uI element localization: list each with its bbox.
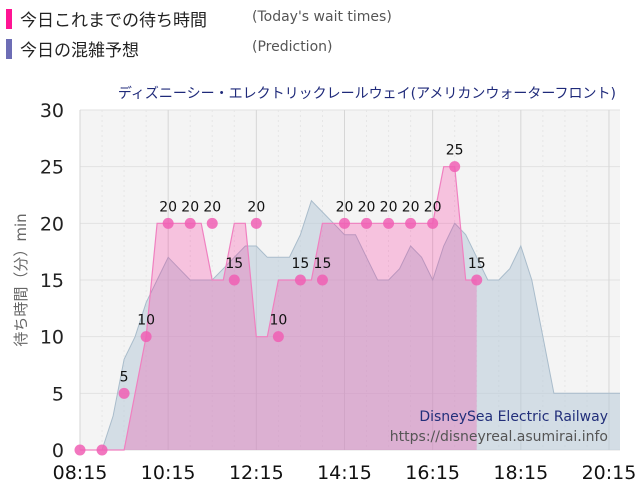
actual-point-15: [405, 217, 417, 229]
y-tick-1: 5: [52, 383, 64, 405]
legend-actual: 今日これまでの待ち時間 (Today's wait times): [0, 6, 640, 31]
point-label-6: 20: [247, 199, 265, 215]
point-label-5: 15: [225, 256, 243, 272]
point-label-10: 20: [336, 199, 354, 215]
watermark-title: DisneySea Electric Railway: [419, 409, 608, 425]
series-prediction-area: [80, 200, 620, 450]
x-tick-3: 14:15: [317, 462, 372, 484]
point-label-11: 20: [358, 199, 376, 215]
point-label-8: 15: [291, 256, 309, 272]
point-label-9: 15: [314, 256, 332, 272]
actual-point-14: [383, 217, 395, 229]
actual-point-18: [471, 274, 483, 286]
actual-point-6: [206, 217, 218, 229]
series-actual-area: [80, 166, 477, 450]
point-label-15: 25: [446, 143, 464, 159]
point-label-16: 15: [468, 256, 486, 272]
y-tick-6: 30: [40, 100, 64, 122]
legend-prediction-sublabel: (Prediction): [252, 39, 333, 55]
actual-point-5: [184, 217, 196, 229]
actual-point-11: [316, 274, 328, 286]
actual-point-16: [427, 217, 439, 229]
legend-actual-swatch: [6, 9, 12, 29]
point-label-4: 20: [203, 199, 221, 215]
x-tick-4: 16:15: [405, 462, 460, 484]
y-tick-2: 10: [40, 327, 64, 349]
actual-point-3: [140, 331, 152, 343]
actual-point-7: [228, 274, 240, 286]
point-label-14: 20: [424, 199, 442, 215]
series-prediction-line: [80, 199, 620, 451]
y-tick-3: 15: [40, 270, 64, 292]
legend-prediction: 今日の混雑予想 (Prediction): [0, 36, 640, 61]
point-label-1: 10: [137, 313, 155, 329]
point-label-3: 20: [181, 199, 199, 215]
y-tick-5: 25: [40, 157, 64, 179]
point-label-0: 5: [120, 369, 129, 385]
actual-point-0: [74, 444, 86, 456]
point-label-12: 20: [380, 199, 398, 215]
actual-points: [74, 161, 483, 456]
actual-point-17: [449, 161, 461, 173]
y-axis-label: 待ち時間（分）min: [12, 213, 30, 346]
legend-actual-sublabel: (Today's wait times): [252, 9, 392, 25]
y-tick-0: 0: [52, 440, 64, 462]
legend-actual-label: 今日これまでの待ち時間: [20, 11, 207, 31]
legend-prediction-swatch: [6, 39, 12, 59]
legend-prediction-label: 今日の混雑予想: [20, 41, 139, 61]
actual-point-12: [338, 217, 350, 229]
actual-point-4: [162, 217, 174, 229]
point-label-7: 10: [269, 313, 287, 329]
actual-point-9: [272, 331, 284, 343]
x-tick-0: 08:15: [53, 462, 108, 484]
x-tick-6: 20:15: [582, 462, 637, 484]
actual-point-2: [118, 387, 130, 399]
watermark-url: https://disneyreal.asumirai.info: [390, 429, 608, 445]
point-label-13: 20: [402, 199, 420, 215]
x-tick-5: 18:15: [493, 462, 548, 484]
actual-point-13: [361, 217, 373, 229]
chart-title: ディズニーシー・エレクトリックレールウェイ(アメリカンウォーターフロント): [118, 85, 616, 102]
actual-point-10: [294, 274, 306, 286]
y-tick-4: 20: [40, 213, 64, 235]
x-tick-1: 10:15: [141, 462, 196, 484]
actual-point-8: [250, 217, 262, 229]
x-tick-labels: 08:15 10:15 12:15 14:15 16:15 18:15 20:15: [53, 462, 637, 484]
actual-point-1: [96, 444, 108, 456]
y-tick-labels: 0 5 10 15 20 25 30: [40, 100, 64, 462]
x-tick-2: 12:15: [229, 462, 284, 484]
point-label-2: 20: [159, 199, 177, 215]
